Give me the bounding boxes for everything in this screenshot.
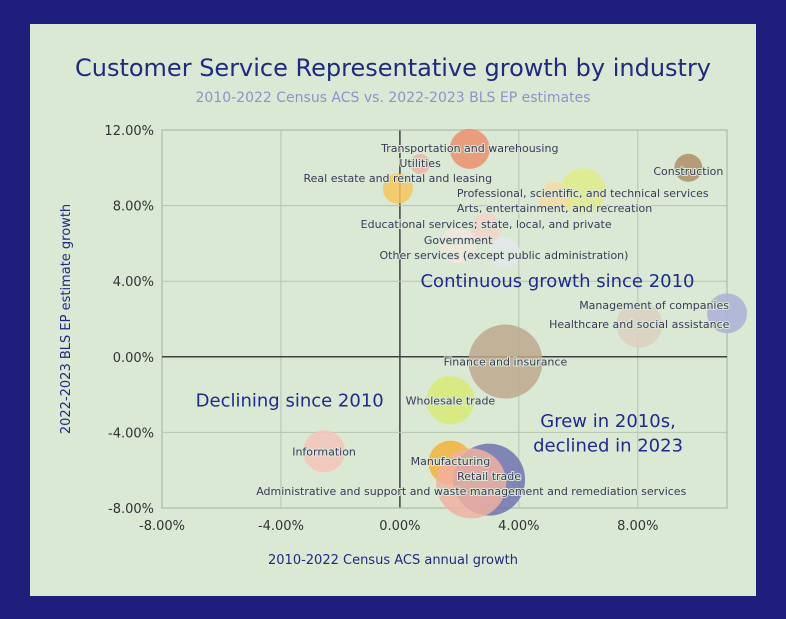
quadrant-annotation: Continuous growth since 2010 — [420, 271, 694, 292]
quadrant-annotation: Grew in 2010s, — [540, 411, 676, 432]
x-tick-label: 0.00% — [379, 519, 420, 534]
bubble[interactable] — [559, 168, 606, 215]
chart-subtitle: 2010-2022 Census ACS vs. 2022-2023 BLS E… — [196, 90, 591, 106]
bubble[interactable] — [382, 173, 413, 204]
x-tick-label: -4.00% — [258, 519, 304, 534]
annotations: Continuous growth since 2010 Declining si… — [196, 271, 695, 456]
bubble-label: Real estate and rental and leasing — [303, 172, 492, 185]
bubbles — [303, 128, 747, 519]
chart-title: Customer Service Representative growth b… — [75, 54, 711, 82]
bubble-chart: Customer Service Representative growth b… — [59, 54, 747, 568]
bubble-label: Educational services; state, local, and … — [361, 218, 612, 231]
y-tick-label: 8.00% — [113, 200, 154, 215]
bubble[interactable] — [410, 154, 431, 175]
bubble-label: Healthcare and social assistance — [549, 318, 730, 331]
quadrant-annotation: Declining since 2010 — [196, 390, 384, 411]
x-tick-label: 8.00% — [617, 519, 658, 534]
bubble[interactable] — [538, 182, 571, 215]
y-tick-label: -4.00% — [108, 426, 154, 441]
bubble-label: Management of companies — [579, 299, 729, 312]
x-tick-label: -8.00% — [139, 519, 185, 534]
bubble[interactable] — [487, 236, 520, 269]
bubble[interactable] — [471, 213, 502, 244]
bubble[interactable] — [436, 448, 507, 519]
chart-panel: Customer Service Representative growth b… — [30, 24, 756, 596]
y-tick-label: 0.00% — [113, 351, 154, 366]
bubble[interactable] — [707, 293, 747, 334]
bubble[interactable] — [440, 227, 477, 264]
bubble-label: Retail trade — [457, 470, 521, 483]
x-tick-label: 4.00% — [498, 519, 539, 534]
bubble[interactable] — [426, 376, 475, 425]
bubble-label: Government — [424, 234, 493, 247]
bubble-label: Information — [292, 445, 356, 458]
bubble-label: Arts, entertainment, and recreation — [457, 202, 652, 215]
y-axis-label: 2022-2023 BLS EP estimate growth — [59, 204, 74, 434]
y-tick-label: 4.00% — [113, 275, 154, 290]
bubble-label: Finance and insurance — [444, 356, 568, 369]
quadrant-annotation: declined in 2023 — [533, 436, 683, 457]
bubble-label: Manufacturing — [411, 455, 491, 468]
bubble-label: Utilities — [399, 157, 441, 170]
bubble-label: Other services (except public administra… — [380, 249, 629, 262]
bubble[interactable] — [303, 430, 346, 473]
bubble-label: Construction — [653, 165, 723, 178]
bubble-label: Administrative and support and waste man… — [256, 485, 686, 498]
y-tick-label: 12.00% — [104, 124, 154, 139]
bubble-label: Professional, scientific, and technical … — [457, 187, 709, 200]
bubble[interactable] — [468, 324, 543, 399]
y-tick-label: -8.00% — [108, 502, 154, 517]
x-axis-label: 2010-2022 Census ACS annual growth — [268, 553, 518, 568]
bubble-label: Transportation and warehousing — [380, 142, 558, 155]
bubble-labels: Transportation and warehousing Utilities R… — [255, 141, 730, 499]
bubble[interactable] — [616, 301, 663, 348]
bubble-label: Wholesale trade — [406, 394, 496, 407]
bubble[interactable] — [674, 153, 703, 182]
bubble[interactable] — [449, 128, 490, 169]
